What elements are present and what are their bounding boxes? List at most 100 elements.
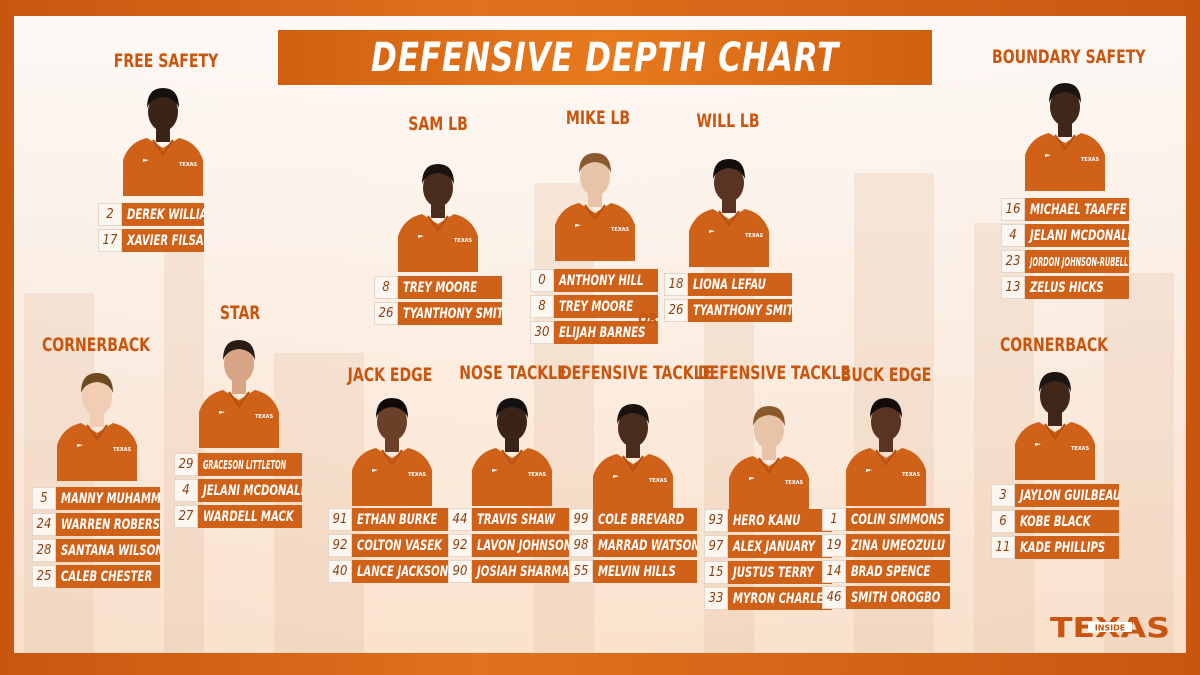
position-label-buck-edge: BUCK EDGE [840, 364, 932, 386]
player-name-box: MICHAEL TAAFFE [1025, 198, 1129, 221]
inside-texas-logo: TEXAS INSIDE [1050, 612, 1170, 640]
logo-inset-band [1088, 622, 1132, 632]
player-name: WARDELL MACK [203, 508, 294, 525]
svg-text:TEXAS: TEXAS [745, 233, 764, 239]
jersey-number: 97 [704, 535, 728, 558]
jersey-number: 13 [1001, 276, 1025, 299]
player-name-box: MELVIN HILLS [593, 560, 697, 583]
roster-row: 11 KADE PHILLIPS [991, 536, 1119, 559]
player-photo-defensive-tackle-2: TEXAS [729, 396, 809, 514]
player-name-box: COLIN SIMMONS [846, 508, 950, 531]
roster-row: 26 TYANTHONY SMITH [664, 299, 792, 322]
roster-row: 26 TYANTHONY SMITH [374, 302, 502, 325]
roster-row: 23 JORDON JOHNSON-RUBELL [1001, 250, 1129, 273]
roster-row: 24 WARREN ROBERSON [32, 513, 160, 536]
roster-nose-tackle: 44 TRAVIS SHAW 92 LAVON JOHNSON 90 JOSIAH SHA… [448, 508, 576, 586]
player-name: TYANTHONY SMITH [693, 302, 792, 319]
roster-row: 3 JAYLON GUILBEAU [991, 484, 1119, 507]
position-label-boundary-safety: BOUNDARY SAFETY [992, 46, 1146, 68]
roster-sam-lb: 8 TREY MOORE 26 TYANTHONY SMITH [374, 276, 502, 328]
roster-row: 33 MYRON CHARLES [704, 587, 832, 610]
jersey-number: 15 [704, 561, 728, 584]
position-label-free-safety: FREE SAFETY [113, 50, 219, 72]
roster-row: 16 MICHAEL TAAFFE [1001, 198, 1129, 221]
player-name: HERO KANU [733, 512, 801, 529]
jersey-number: 4 [174, 479, 198, 502]
player-name: TYANTHONY SMITH [403, 305, 502, 322]
roster-row: 55 MELVIN HILLS [569, 560, 697, 583]
roster-row: 25 CALEB CHESTER [32, 565, 160, 588]
svg-text:TEXAS: TEXAS [454, 238, 473, 244]
player-name: COLIN SIMMONS [851, 511, 945, 528]
position-label-sam-lb: SAM LB [408, 113, 468, 135]
roster-row: 27 WARDELL MACK [174, 505, 302, 528]
player-name: KOBE BLACK [1020, 513, 1091, 530]
jersey-number: 8 [530, 295, 554, 318]
jersey-number: 92 [328, 534, 352, 557]
player-name-box: TRAVIS SHAW [472, 508, 576, 531]
player-name: WARREN ROBERSON [61, 516, 160, 533]
player-name-box: KADE PHILLIPS [1015, 536, 1119, 559]
svg-text:TEXAS: TEXAS [113, 447, 132, 453]
roster-row: 6 KOBE BLACK [991, 510, 1119, 533]
roster-mike-lb: 0 ANTHONY HILL 8 TREY MOORE 30 ELIJAH BARNES [530, 269, 658, 347]
position-label-star: STAR [219, 302, 261, 324]
jersey-number: 11 [991, 536, 1015, 559]
roster-buck-edge: 1 COLIN SIMMONS 19 ZINA UMEOZULU 14 BRAD SPEN… [822, 508, 950, 612]
roster-row: 97 ALEX JANUARY [704, 535, 832, 558]
player-name-box: ZELUS HICKS [1025, 276, 1129, 299]
player-name: TRAVIS SHAW [477, 511, 556, 528]
jersey-number: 2 [98, 203, 122, 226]
player-name-box: ZINA UMEOZULU [846, 534, 950, 557]
roster-row: 8 TREY MOORE [374, 276, 502, 299]
player-photo-jack-edge: TEXAS [352, 388, 432, 506]
roster-boundary-safety: 16 MICHAEL TAAFFE 4 JELANI MCDONALD 23 JORDON… [1001, 198, 1129, 302]
player-name: SMITH OROGBO [851, 589, 941, 606]
player-photo-buck-edge: TEXAS [846, 388, 926, 506]
player-name-box: LANCE JACKSON [352, 560, 456, 583]
player-name-box: HERO KANU [728, 509, 832, 532]
jersey-number: 40 [328, 560, 352, 583]
jersey-number: 23 [1001, 250, 1025, 273]
player-name-box: JELANI MCDONALD [198, 479, 302, 502]
player-name-box: SANTANA WILSON [56, 539, 160, 562]
jersey-number: 26 [374, 302, 398, 325]
roster-defensive-tackle-1: 99 COLE BREVARD 98 MARRAD WATSON 55 MELVIN HI… [569, 508, 697, 586]
jersey-number: 1 [822, 508, 846, 531]
roster-row: 8 TREY MOORE [530, 295, 658, 318]
title-banner: DEFENSIVE DEPTH CHART [278, 30, 932, 85]
jersey-number: 17 [98, 229, 122, 252]
jersey-number: 30 [530, 321, 554, 344]
player-photo-cornerback-left: TEXAS [57, 363, 137, 481]
roster-row: 19 ZINA UMEOZULU [822, 534, 950, 557]
player-name-box: JUSTUS TERRY [728, 561, 832, 584]
player-name: ETHAN BURKE [357, 511, 438, 528]
page-title: DEFENSIVE DEPTH CHART [370, 34, 840, 81]
player-name: CALEB CHESTER [61, 568, 153, 585]
jersey-number: 44 [448, 508, 472, 531]
jersey-number: 93 [704, 509, 728, 532]
jersey-number: 28 [32, 539, 56, 562]
roster-row: 4 JELANI MCDONALD [1001, 224, 1129, 247]
roster-row: 90 JOSIAH SHARMA [448, 560, 576, 583]
player-name-box: CALEB CHESTER [56, 565, 160, 588]
roster-free-safety: 2 DEREK WILLIAMS 17 XAVIER FILSAIME [98, 203, 204, 255]
player-name: COLTON VASEK [357, 537, 442, 554]
jersey-number: 26 [664, 299, 688, 322]
player-photo-star: TEXAS [199, 330, 279, 448]
jersey-number: 24 [32, 513, 56, 536]
jersey-number: 92 [448, 534, 472, 557]
jersey-number: 14 [822, 560, 846, 583]
player-name-box: BRAD SPENCE [846, 560, 950, 583]
roster-row: 18 LIONA LEFAU [664, 273, 792, 296]
roster-row: 29 GRACESON LITTLETON [174, 453, 302, 476]
player-name-box: DEREK WILLIAMS [122, 203, 204, 226]
player-name: JORDON JOHNSON-RUBELL [1030, 254, 1129, 269]
player-photo-cornerback-right: TEXAS [1015, 362, 1095, 480]
player-name: GRACESON LITTLETON [203, 457, 287, 472]
roster-row: 1 COLIN SIMMONS [822, 508, 950, 531]
or-label: OR [638, 310, 658, 328]
player-photo-boundary-safety: TEXAS [1025, 73, 1105, 191]
player-name-box: ETHAN BURKE [352, 508, 456, 531]
position-label-cornerback-left: CORNERBACK [41, 334, 151, 356]
